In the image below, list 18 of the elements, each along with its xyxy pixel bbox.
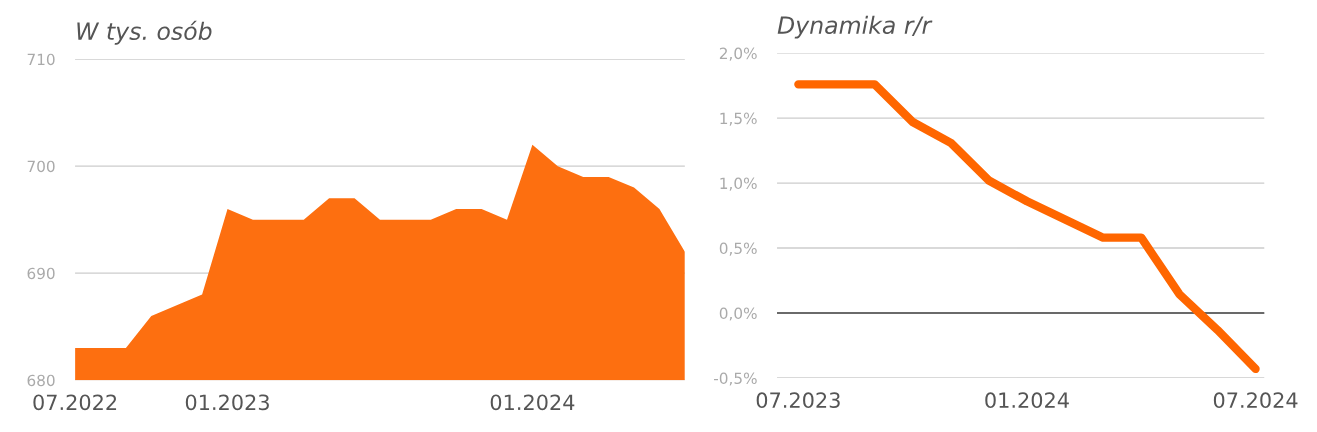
y-tick-label: 680 <box>27 374 55 387</box>
y-tick-label: 1,5% <box>720 112 757 126</box>
x-tick-label: 07.2023 <box>756 392 840 409</box>
y-tick-label: 0,5% <box>719 242 757 256</box>
y-tick-label: 1,0% <box>720 177 757 191</box>
x-tick-label: 07.2024 <box>1213 392 1298 409</box>
y-tick-label: 690 <box>27 267 55 280</box>
y-tick-label: 700 <box>27 160 55 173</box>
y-tick-label: 710 <box>27 53 55 66</box>
y-tick-label: 2,0% <box>719 47 757 61</box>
x-tick-label: 01.2024 <box>985 392 1069 409</box>
x-tick-label: 01.2024 <box>490 394 575 411</box>
chart-title: Dynamika r/r <box>777 15 933 39</box>
chart-title: W tys. osób <box>77 20 212 45</box>
y-tick-label: -0,5% <box>714 372 757 386</box>
x-tick-label: 01.2023 <box>185 394 269 411</box>
x-tick-label: 07.2022 <box>33 394 117 411</box>
y-tick-label: 0,0% <box>719 307 757 321</box>
